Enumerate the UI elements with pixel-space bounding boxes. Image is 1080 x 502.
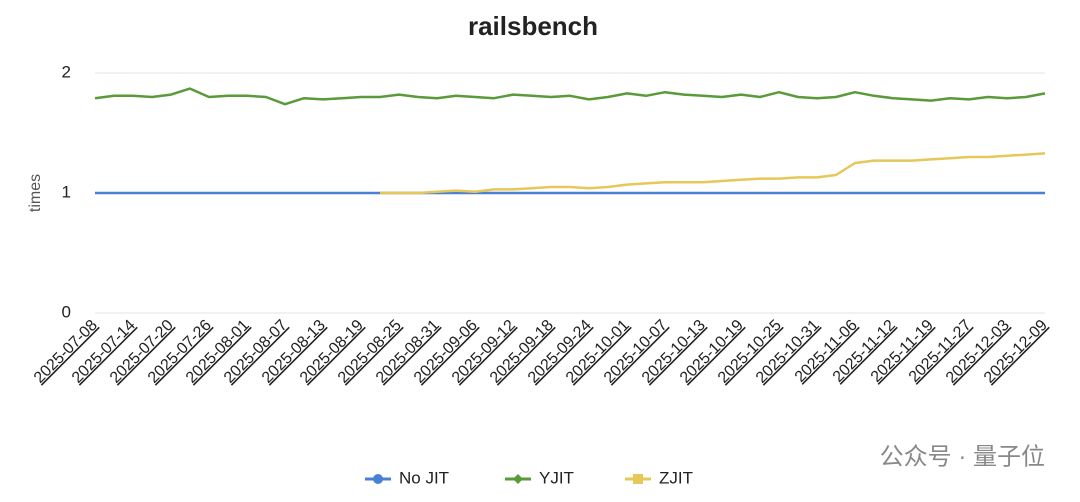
y-tick-label: 1 [62, 182, 71, 201]
y-axis-label: times [27, 174, 44, 212]
series-line [94, 87, 1046, 106]
y-tick-label: 0 [62, 302, 71, 321]
legend-marker [513, 474, 523, 484]
chart-title: railsbench [468, 11, 598, 41]
legend-marker [633, 474, 643, 484]
legend-label: YJIT [539, 468, 574, 487]
series-line [380, 152, 1046, 195]
y-tick-label: 2 [62, 62, 71, 81]
watermark: 公众号 · 量子位 [880, 443, 1045, 470]
legend-marker [373, 474, 383, 484]
legend-label: No JIT [399, 468, 449, 487]
legend-label: ZJIT [659, 468, 693, 487]
